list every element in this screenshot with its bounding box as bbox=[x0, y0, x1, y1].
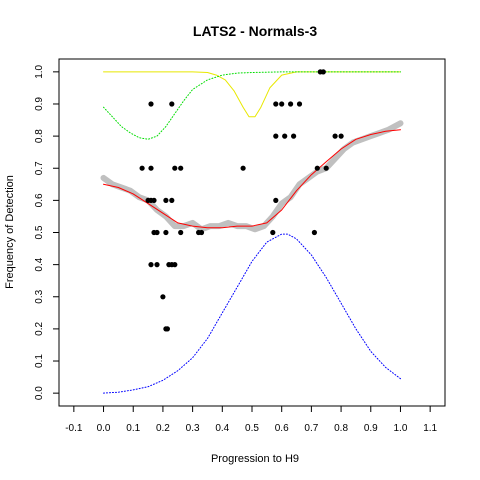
x-axis: -0.1 0.0 0.1 0.2 0.3 0.4 0.5 0.6 0.7 0.8 0.9 1.0 1.1 bbox=[65, 406, 438, 434]
y-tick-label: 0.3 bbox=[34, 289, 45, 303]
y-tick-label: 0.9 bbox=[34, 97, 45, 111]
scatter-point bbox=[291, 133, 297, 139]
scatter-point bbox=[240, 165, 246, 171]
scatter-point bbox=[164, 326, 170, 332]
scatter-point bbox=[273, 101, 279, 107]
scatter-point bbox=[154, 262, 160, 268]
green-density-line bbox=[103, 71, 401, 140]
scatter-point bbox=[273, 197, 279, 203]
scatter-point bbox=[169, 197, 175, 203]
scatter-point bbox=[314, 165, 320, 171]
x-tick-label: 0.7 bbox=[304, 423, 318, 434]
scatter-point bbox=[172, 262, 178, 268]
scatter-point bbox=[172, 165, 178, 171]
x-tick-label: 0.2 bbox=[156, 423, 170, 434]
x-tick-label: 0.5 bbox=[245, 423, 259, 434]
y-tick-label: 0.7 bbox=[34, 161, 45, 175]
y-tick-label: 1.0 bbox=[34, 64, 45, 78]
scatter-point bbox=[169, 101, 175, 107]
scatter-point bbox=[338, 133, 344, 139]
x-tick-label: 0.4 bbox=[215, 423, 229, 434]
scatter-point bbox=[332, 133, 338, 139]
scatter-point bbox=[320, 69, 326, 75]
scatter-point bbox=[288, 101, 294, 107]
scatter-point bbox=[273, 133, 279, 139]
y-tick-label: 0.5 bbox=[34, 225, 45, 239]
scatter-point bbox=[178, 165, 184, 171]
scatter-point bbox=[160, 294, 166, 300]
running-mean-line bbox=[100, 120, 404, 233]
x-tick-label: 0.8 bbox=[334, 423, 348, 434]
scatter-point bbox=[163, 197, 169, 203]
blue-density-line bbox=[103, 233, 401, 394]
x-tick-label: 0.9 bbox=[364, 423, 378, 434]
plot-frame bbox=[58, 58, 446, 407]
x-tick-label: -0.1 bbox=[65, 423, 83, 434]
y-axis: 0.0 0.1 0.2 0.3 0.4 0.5 0.6 0.7 0.8 0.9 1.0 bbox=[34, 64, 59, 400]
x-tick-label: 0.0 bbox=[97, 423, 111, 434]
x-tick-label: 0.1 bbox=[126, 423, 140, 434]
x-tick-label: 0.6 bbox=[275, 423, 289, 434]
y-tick-label: 0.6 bbox=[34, 193, 45, 207]
chart-title: LATS2 - Normals-3 bbox=[193, 23, 317, 39]
scatter-point bbox=[323, 165, 329, 171]
scatter-point bbox=[279, 101, 285, 107]
y-tick-label: 0.0 bbox=[34, 386, 45, 400]
curves-layer bbox=[100, 71, 404, 394]
y-tick-label: 0.8 bbox=[34, 129, 45, 143]
scatter-point bbox=[148, 165, 154, 171]
scatter-point bbox=[178, 229, 184, 236]
scatter-point bbox=[154, 229, 160, 236]
x-tick-label: 1.1 bbox=[423, 423, 437, 434]
x-axis-label: Progression to H9 bbox=[211, 453, 299, 465]
scatter-point bbox=[148, 101, 154, 107]
y-tick-label: 0.2 bbox=[34, 322, 45, 336]
x-tick-label: 1.0 bbox=[394, 423, 408, 434]
scatter-points-layer bbox=[139, 69, 344, 332]
scatter-point bbox=[311, 229, 317, 236]
scatter-point bbox=[139, 165, 145, 171]
y-tick-label: 0.1 bbox=[34, 354, 45, 368]
x-tick-label: 0.3 bbox=[186, 423, 200, 434]
y-axis-label: Frequency of Detection bbox=[4, 175, 16, 289]
fit-line bbox=[103, 129, 401, 229]
scatter-point bbox=[296, 101, 303, 107]
scatter-point bbox=[198, 229, 205, 236]
scatter-point bbox=[163, 229, 169, 236]
yellow-density-line bbox=[103, 71, 401, 118]
scatter-point bbox=[151, 197, 157, 203]
scatter-point bbox=[282, 133, 288, 139]
y-tick-label: 0.4 bbox=[34, 257, 45, 271]
scatter-point bbox=[270, 229, 276, 236]
scatter-point bbox=[148, 262, 154, 268]
